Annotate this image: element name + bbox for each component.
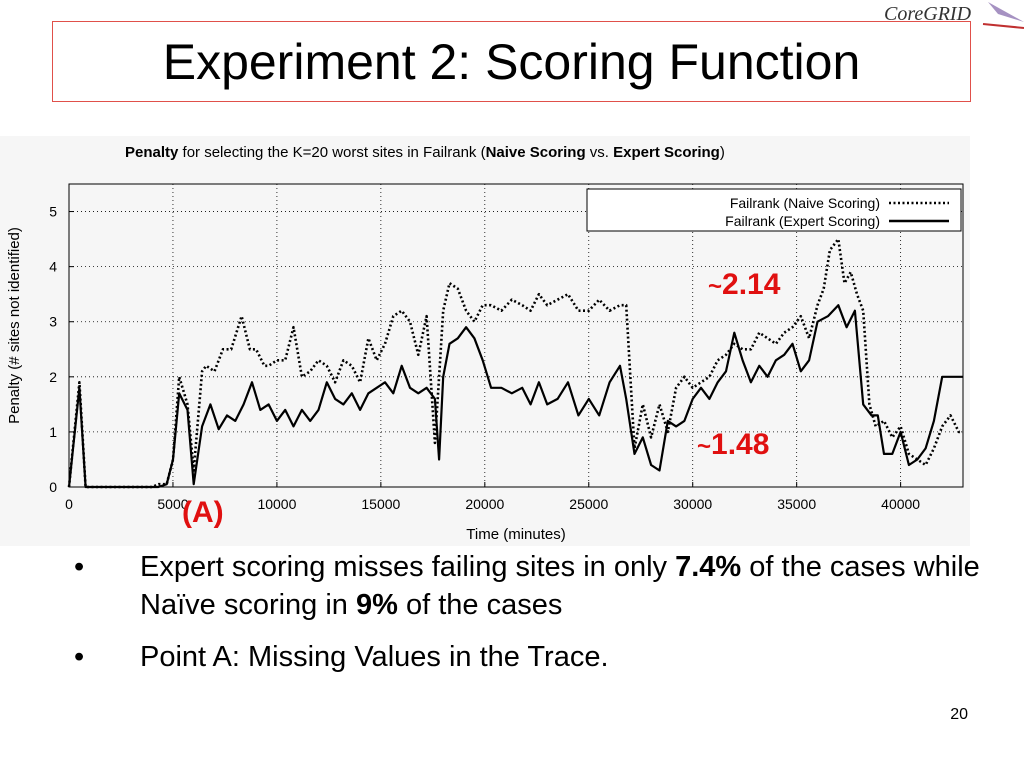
plot-frame: [68, 183, 964, 488]
chart-title: Penalty for selecting the K=20 worst sit…: [125, 144, 725, 161]
y-tick-label: 2: [49, 369, 57, 385]
x-tick-label: 30000: [673, 496, 712, 512]
expert-scoring-line: [67, 304, 963, 489]
x-tick-label: 15000: [361, 496, 400, 512]
logo-underline-icon: [982, 23, 1024, 29]
bullet-dot: •: [74, 641, 85, 673]
x-tick-label: 20000: [465, 496, 504, 512]
chart-series: [67, 237, 963, 489]
chart-title-part4: vs.: [585, 144, 614, 161]
legend-label: Failrank (Expert Scoring): [725, 213, 880, 229]
tilde-naive: ~: [708, 273, 723, 300]
x-tick-label: 10000: [257, 496, 296, 512]
x-tick-label: 25000: [569, 496, 608, 512]
y-tick-label: 3: [49, 314, 57, 330]
x-axis-label: Time (minutes): [466, 526, 565, 543]
bullet-1-text-pre: Expert scoring misses failing sites in o…: [140, 551, 676, 583]
chart-title-part1: Penalty: [125, 144, 179, 161]
coregrid-logo-text: CoreGRID: [884, 3, 972, 25]
bullet-1-bold-2: 9%: [356, 589, 398, 621]
bullet-1-text-mid: of the cases while Naïve scoring in: [140, 551, 980, 621]
coregrid-logo: CoreGRID: [884, 2, 1024, 29]
point-a-annotation: (A): [182, 496, 224, 529]
tilde-expert: ~: [697, 433, 712, 460]
bullet-1-bold-1: 7.4%: [675, 551, 742, 583]
expert-average-annotation: ~1.48: [697, 428, 769, 462]
slide-title: Experiment 2: Scoring Function: [162, 33, 861, 90]
legend-label: Failrank (Naive Scoring): [730, 195, 880, 211]
bullet-dot: •: [74, 551, 85, 583]
x-tick-label: 35000: [777, 496, 816, 512]
x-tick-label: 5000: [157, 496, 188, 512]
bullet-1-text-post: of the cases: [397, 589, 563, 621]
bullet-2-text: Point A: Missing Values in the Trace.: [140, 641, 609, 673]
y-tick-label: 1: [49, 424, 57, 440]
y-tick-label: 4: [49, 259, 57, 275]
bullet-list: • Expert scoring misses failing sites in…: [60, 548, 1020, 690]
chart-legend: Failrank (Naive Scoring) Failrank (Expert…: [586, 188, 962, 232]
y-axis-label: Penalty (# sites not identified): [6, 227, 23, 424]
chart-title-part6: ): [719, 144, 725, 161]
legend-box: [586, 188, 962, 232]
chart-title-part2: for selecting the K=20 worst sites in Fa…: [178, 144, 486, 161]
x-tick-label: 0: [65, 496, 73, 512]
line-chart: 0 5000 10000 15000 20000 25000 30000 35000 40000…: [6, 183, 964, 543]
chart-ticks: 0 5000 10000 15000 20000 25000 30000 35000 40000…: [49, 204, 920, 512]
chart-title-part5: Expert Scoring: [613, 144, 720, 161]
bullet-item-1: • Expert scoring misses failing sites in…: [60, 548, 1020, 624]
page-number: 20: [950, 706, 968, 723]
naive-scoring-line: [67, 237, 963, 489]
naive-average-annotation: ~2.14: [708, 268, 780, 302]
x-tick-label: 40000: [881, 496, 920, 512]
slide-title-box: Experiment 2: Scoring Function: [52, 21, 971, 102]
expert-average-value: 1.48: [711, 428, 770, 461]
naive-average-value: 2.14: [722, 268, 781, 301]
y-tick-label: 5: [49, 204, 57, 220]
y-tick-label: 0: [49, 479, 57, 495]
logo-swoosh-icon: [988, 2, 1024, 22]
bullet-item-2: • Point A: Missing Values in the Trace.: [60, 638, 1020, 676]
chart-title-part3: Naive Scoring: [485, 144, 586, 161]
